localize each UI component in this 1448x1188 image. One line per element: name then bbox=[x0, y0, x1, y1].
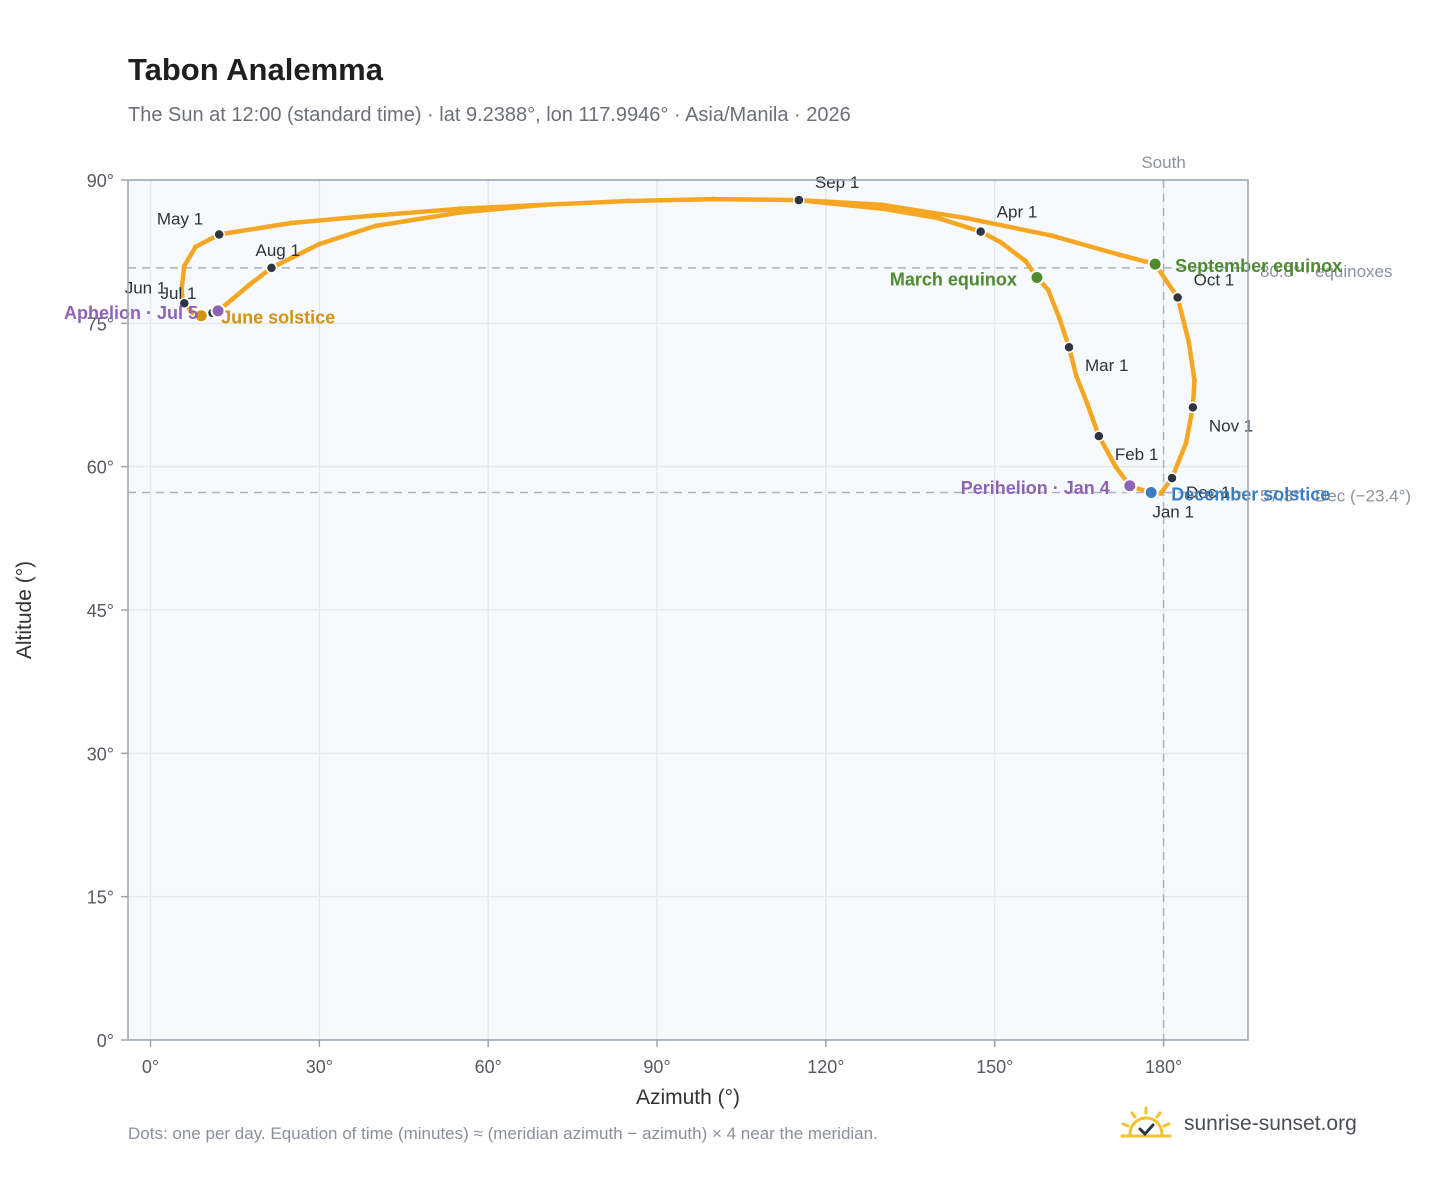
altitude-reference-label: 57.3° · Dec (−23.4°) bbox=[1260, 486, 1411, 505]
daily-dot bbox=[457, 209, 463, 215]
south-reference-label: South bbox=[1141, 153, 1185, 172]
month-marker-label: Aug 1 bbox=[256, 241, 300, 260]
month-marker bbox=[1171, 291, 1184, 304]
daily-dot bbox=[541, 202, 547, 208]
daily-dot bbox=[288, 220, 294, 226]
x-tick-label: 30° bbox=[306, 1057, 333, 1077]
daily-dot bbox=[935, 215, 941, 221]
daily-dot bbox=[1192, 378, 1198, 384]
month-marker bbox=[1093, 430, 1105, 442]
x-tick-label: 180° bbox=[1145, 1057, 1182, 1077]
event-marker bbox=[1029, 269, 1045, 285]
y-tick-label: 75° bbox=[87, 314, 114, 334]
daily-dot bbox=[1023, 258, 1029, 264]
event-marker bbox=[1143, 484, 1159, 500]
daily-dot bbox=[193, 244, 199, 250]
month-marker-label: Feb 1 bbox=[1115, 445, 1158, 464]
daily-dot bbox=[1056, 316, 1062, 322]
month-marker bbox=[213, 228, 225, 241]
month-marker-label: Mar 1 bbox=[1085, 356, 1128, 375]
month-marker bbox=[793, 194, 805, 206]
y-tick-label: 60° bbox=[87, 458, 114, 478]
daily-dot bbox=[181, 263, 187, 269]
x-tick-label: 150° bbox=[976, 1057, 1013, 1077]
month-marker bbox=[1166, 472, 1178, 484]
daily-dot bbox=[1158, 490, 1164, 496]
daily-dot bbox=[1048, 232, 1054, 238]
month-marker-label: Oct 1 bbox=[1194, 271, 1235, 290]
daily-dot bbox=[457, 206, 463, 212]
x-tick-label: 60° bbox=[475, 1057, 502, 1077]
event-marker bbox=[210, 303, 226, 319]
x-axis-title: Azimuth (°) bbox=[636, 1086, 740, 1109]
month-marker bbox=[178, 297, 191, 310]
event-label: December solstice bbox=[1171, 484, 1330, 504]
x-tick-label: 0° bbox=[142, 1057, 159, 1077]
y-tick-label: 90° bbox=[87, 171, 114, 191]
month-marker bbox=[1187, 401, 1199, 414]
daily-dot bbox=[626, 198, 632, 204]
month-marker bbox=[974, 225, 987, 238]
daily-dot bbox=[178, 287, 184, 293]
daily-dot bbox=[1085, 402, 1091, 408]
footnote: Dots: one per day. Equation of time (min… bbox=[128, 1124, 878, 1143]
month-marker-label: Sep 1 bbox=[815, 173, 859, 192]
axis-ticks: 0° 30° 60° 90° 120° 150° 180° 0° 15° 30° 45° 60° 75°… bbox=[87, 171, 1182, 1077]
y-tick-label: 15° bbox=[87, 888, 114, 908]
daily-dot bbox=[246, 282, 252, 288]
daily-dot bbox=[879, 202, 885, 208]
x-tick-label: 120° bbox=[807, 1057, 844, 1077]
sun-logo-icon bbox=[1120, 1106, 1172, 1138]
month-marker-label: Jan 1 bbox=[1152, 502, 1194, 521]
altitude-reference-label: 80.8° · equinoxes bbox=[1260, 262, 1393, 281]
daily-dot bbox=[1113, 464, 1119, 470]
event-marker bbox=[1122, 478, 1138, 494]
daily-dot bbox=[316, 241, 322, 247]
y-axis-title: Altitude (°) bbox=[13, 561, 36, 659]
event-label: Perihelion · Jan 4 bbox=[961, 478, 1110, 498]
daily-dot bbox=[373, 212, 379, 218]
daily-dot bbox=[229, 296, 235, 302]
daily-dot bbox=[1186, 339, 1192, 345]
event-marker bbox=[193, 308, 209, 324]
event-markers: March equinox September equinox June solst… bbox=[64, 256, 1342, 504]
month-marker-label: May 1 bbox=[157, 209, 203, 228]
daily-dot bbox=[710, 196, 716, 202]
month-marker bbox=[265, 262, 278, 274]
reference-lines: South 80.8° · equinoxes 57.3° · Dec (−23.4… bbox=[128, 153, 1411, 1040]
event-marker bbox=[1147, 256, 1163, 272]
chart-title: Tabon Analemma bbox=[128, 52, 383, 87]
daily-dot bbox=[1116, 252, 1122, 258]
event-label: June solstice bbox=[221, 308, 335, 328]
month-marker-label: Dec 1 bbox=[1186, 483, 1230, 502]
daily-dot bbox=[1045, 287, 1051, 293]
event-label: March equinox bbox=[890, 269, 1017, 289]
daily-dot bbox=[1073, 373, 1079, 379]
y-tick-label: 0° bbox=[97, 1031, 114, 1051]
brand[interactable]: sunrise-sunset.org bbox=[1118, 1104, 1357, 1144]
event-label: September equinox bbox=[1175, 256, 1342, 276]
event-label: Aphelion · Jul 5 bbox=[64, 303, 198, 323]
brand-text: sunrise-sunset.org bbox=[1184, 1112, 1357, 1135]
daily-dot bbox=[373, 223, 379, 229]
chart-subtitle: The Sun at 12:00 (standard time) · lat 9… bbox=[128, 104, 851, 126]
month-marker-label: Jul 1 bbox=[161, 284, 197, 303]
month-marker bbox=[1063, 341, 1075, 353]
month-marker-label: Jun 1 bbox=[125, 278, 167, 297]
daily-dot bbox=[879, 206, 885, 212]
daily-dot bbox=[1183, 440, 1189, 446]
daily-dot bbox=[964, 215, 970, 221]
month-marker-label: Nov 1 bbox=[1209, 416, 1253, 435]
x-tick-label: 90° bbox=[643, 1057, 670, 1077]
y-tick-label: 30° bbox=[87, 744, 114, 764]
y-tick-label: 45° bbox=[87, 601, 114, 621]
month-marker-label: Apr 1 bbox=[997, 203, 1038, 222]
daily-dot bbox=[997, 239, 1003, 245]
plot-frame bbox=[127, 179, 1249, 1041]
